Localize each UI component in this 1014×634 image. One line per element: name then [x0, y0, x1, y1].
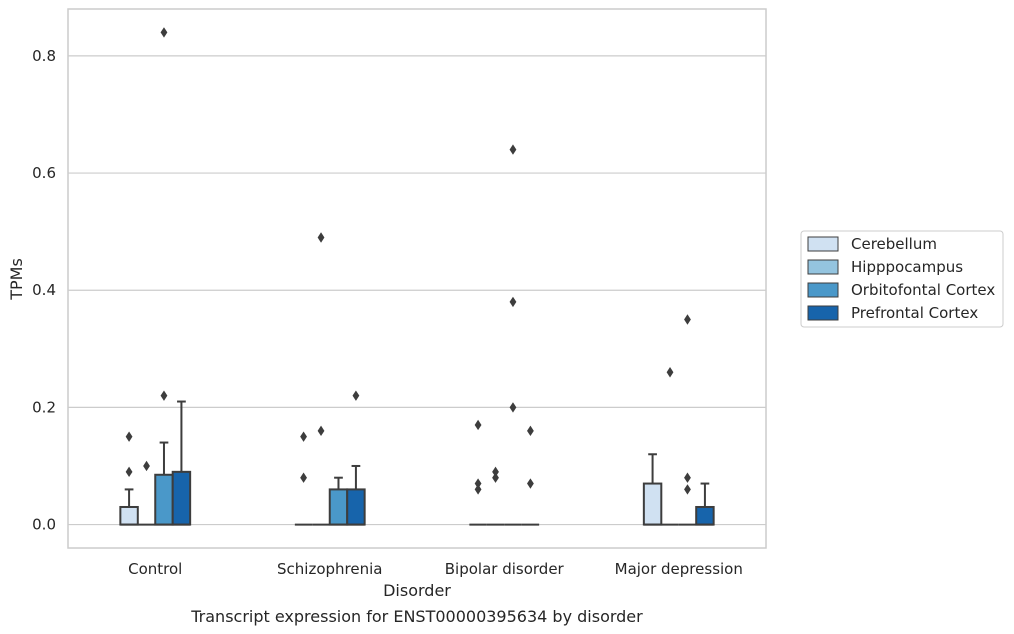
outlier-point [509, 402, 517, 413]
box [119, 488, 139, 526]
outlier-points [125, 27, 691, 495]
box [346, 464, 366, 526]
outlier-point [684, 472, 691, 483]
y-tick-label: 0.4 [32, 281, 56, 299]
legend-label: Prefrontal Cortex [851, 304, 978, 322]
x-axis-ticks: Control Schizophrenia Bipolar disorder Majo… [128, 560, 743, 578]
y-axis-label: TPMs [7, 258, 26, 301]
outlier-point [666, 367, 674, 378]
outlier-point [492, 466, 499, 478]
outlier-point [527, 478, 534, 489]
legend: Cerebellum Hipppocampus Orbitofontal Corte… [800, 230, 1004, 328]
outlier-point [527, 425, 534, 437]
outlier-point [474, 484, 482, 495]
legend-swatch [807, 305, 839, 321]
legend-label: Hipppocampus [851, 258, 963, 276]
box-series [119, 400, 715, 526]
outlier-point [125, 466, 133, 478]
x-tick-label: Major depression [615, 560, 743, 578]
outlier-point [160, 390, 168, 401]
x-tick-label: Control [128, 560, 182, 578]
y-tick-label: 0.6 [32, 164, 56, 182]
legend-swatch [807, 236, 839, 252]
outlier-point [160, 27, 168, 38]
y-tick-label: 0.2 [32, 398, 56, 416]
box-body [642, 482, 663, 526]
y-tick-label: 0.8 [32, 47, 56, 65]
legend-swatch [807, 282, 839, 298]
box [642, 453, 663, 526]
y-tick-label: 0.0 [32, 516, 56, 534]
outlier-point [492, 472, 499, 483]
outlier-point [684, 314, 691, 325]
outlier-point [509, 296, 517, 308]
x-axis-label: Disorder [383, 581, 451, 600]
x-tick-label: Schizophrenia [277, 560, 382, 578]
outlier-point [317, 425, 325, 437]
outlier-point [684, 484, 691, 495]
box-body [154, 473, 174, 526]
legend-swatch [807, 259, 839, 275]
outlier-point [300, 431, 307, 442]
x-tick-label: Bipolar disorder [445, 560, 565, 578]
box-body [171, 470, 192, 526]
outlier-point [317, 232, 325, 243]
box-body [328, 488, 349, 526]
box-body [695, 505, 715, 526]
outlier-point [143, 460, 150, 472]
outlier-point [352, 390, 360, 401]
outlier-point [509, 144, 517, 155]
box-body [346, 488, 366, 526]
plot-area-frame [67, 8, 767, 549]
outlier-point [125, 431, 133, 442]
box [171, 400, 192, 526]
legend-label: Orbitofontal Cortex [851, 281, 995, 299]
box-body [119, 505, 139, 526]
box [695, 482, 715, 526]
outlier-point [474, 419, 482, 431]
legend-label: Cerebellum [851, 235, 937, 253]
outlier-point [300, 472, 307, 483]
outlier-point [474, 478, 482, 489]
chart-caption: Transcript expression for ENST0000039563… [190, 607, 643, 626]
legend-frame [800, 230, 1004, 328]
y-axis-ticks: 0.0 0.2 0.4 0.6 0.8 [32, 47, 56, 534]
box [328, 476, 349, 526]
